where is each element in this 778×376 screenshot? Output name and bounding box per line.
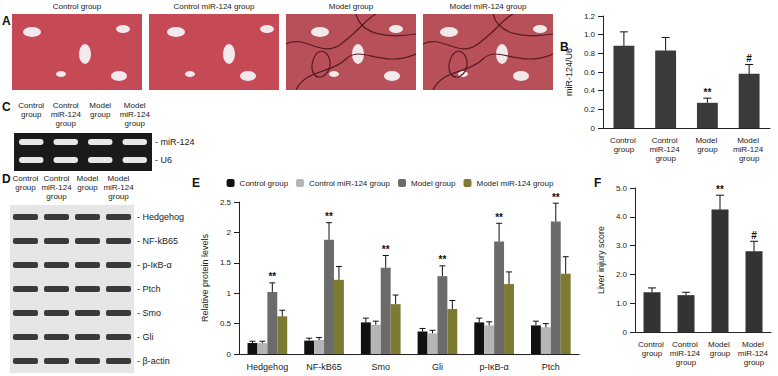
svg-text:3.0: 3.0 <box>616 241 628 250</box>
svg-text:group: group <box>697 145 718 154</box>
html-text:Control miR-124 group: Control miR-124 group <box>50 101 81 128</box>
svg-text:Control: Control <box>672 340 700 349</box>
html-text:Control group: Control group <box>52 2 102 11</box>
svg-text:0.4: 0.4 <box>584 86 596 95</box>
html-text:C: C <box>2 100 11 114</box>
svg-text:0.2: 0.2 <box>584 105 596 114</box>
html-text:B: B <box>560 40 569 54</box>
svg-text:Model group: Model group <box>411 179 456 188</box>
svg-text:**: ** <box>439 254 447 265</box>
svg-text:#: # <box>746 53 752 64</box>
svg-text:0: 0 <box>623 328 628 337</box>
svg-text:miR-124: miR-124 <box>649 145 681 154</box>
svg-text:Model miR-124 group: Model miR-124 group <box>476 179 553 188</box>
svg-text:Relative protein levels: Relative protein levels <box>200 233 210 322</box>
html-text:Model miR-124 group: Model miR-124 group <box>449 2 527 11</box>
svg-text:miR-124: miR-124 <box>738 349 770 358</box>
html-text:- Smo: - Smo <box>137 308 161 318</box>
html-text:- U6: - U6 <box>155 155 172 165</box>
svg-text:NF-kB65: NF-kB65 <box>306 362 342 372</box>
svg-text:0.5: 0.5 <box>220 319 232 328</box>
svg-text:1.0: 1.0 <box>616 299 628 308</box>
svg-text:group: group <box>710 349 731 358</box>
svg-text:miR-124: miR-124 <box>670 349 702 358</box>
svg-text:group: group <box>744 358 765 367</box>
svg-text:0.6: 0.6 <box>584 68 596 77</box>
svg-text:Control miR-124 group: Control miR-124 group <box>309 179 390 188</box>
html-text:Control miR-124 group: Control miR-124 group <box>173 2 255 11</box>
svg-text:Liver injury score: Liver injury score <box>596 226 606 294</box>
svg-text:0: 0 <box>591 124 596 133</box>
svg-text:1.0: 1.0 <box>584 30 596 39</box>
svg-text:0.8: 0.8 <box>584 49 596 58</box>
svg-text:**: ** <box>552 192 560 203</box>
svg-text:Control: Control <box>638 340 666 349</box>
svg-text:Control group: Control group <box>240 179 289 188</box>
html-text:Control group: Control group <box>18 101 45 119</box>
svg-text:**: ** <box>495 212 503 223</box>
html-text:E: E <box>192 176 200 190</box>
svg-text:group: group <box>642 349 663 358</box>
svg-text:5.0: 5.0 <box>616 184 628 193</box>
svg-text:1.2: 1.2 <box>584 12 596 21</box>
html-text:Model group: Model group <box>76 174 99 192</box>
svg-text:**: ** <box>268 271 276 282</box>
svg-text:Hedgehog: Hedgehog <box>247 362 289 372</box>
html-text:Model miR-124 group: Model miR-124 group <box>119 101 150 128</box>
html-text:- Hedgehog: - Hedgehog <box>137 212 184 222</box>
svg-text:p-IκB-α: p-IκB-α <box>480 362 509 372</box>
svg-text:group: group <box>739 154 760 163</box>
svg-text:group: group <box>676 358 697 367</box>
svg-text:2.0: 2.0 <box>616 270 628 279</box>
svg-text:Ptch: Ptch <box>542 362 560 372</box>
html-text:Model group: Model group <box>89 101 112 119</box>
svg-text:2: 2 <box>227 228 232 237</box>
svg-text:group: group <box>655 154 676 163</box>
svg-text:#: # <box>751 230 757 241</box>
html-text:A: A <box>2 14 11 28</box>
html-text:Model group: Model group <box>328 2 374 11</box>
svg-text:Model: Model <box>742 340 766 349</box>
svg-text:Gli: Gli <box>432 362 443 372</box>
svg-text:2.5: 2.5 <box>220 198 232 207</box>
svg-text:**: ** <box>716 184 724 195</box>
html-text:Model miR-124 group: Model miR-124 group <box>103 174 134 201</box>
svg-text:**: ** <box>703 87 711 98</box>
svg-text:**: ** <box>382 244 390 255</box>
html-text:DControl group: DControl group <box>2 172 39 192</box>
svg-text:Model: Model <box>737 136 761 145</box>
svg-text:Control: Control <box>652 136 680 145</box>
html-text:- β-actin: - β-actin <box>137 356 170 366</box>
html-text:- Ptch: - Ptch <box>137 284 161 294</box>
svg-text:1: 1 <box>227 289 232 298</box>
svg-text:Model: Model <box>695 136 719 145</box>
svg-text:miR-124: miR-124 <box>733 145 765 154</box>
html-text:- NF-kB65: - NF-kB65 <box>137 236 178 246</box>
svg-text:0: 0 <box>227 350 232 359</box>
svg-text:miR-124/U6: miR-124/U6 <box>564 48 574 96</box>
html-text:- miR-124: - miR-124 <box>155 137 195 147</box>
svg-text:4.0: 4.0 <box>616 212 628 221</box>
svg-text:Control: Control <box>610 136 638 145</box>
svg-text:**: ** <box>325 211 333 222</box>
html-text:F: F <box>594 176 602 190</box>
html-text:Control miR-124 group: Control miR-124 group <box>41 174 72 201</box>
svg-text:1.5: 1.5 <box>220 258 232 267</box>
html-text:- Gli: - Gli <box>137 332 154 342</box>
svg-text:Model: Model <box>708 340 732 349</box>
html-text:- p-IκB-α: - p-IκB-α <box>137 260 172 270</box>
svg-text:group: group <box>614 145 635 154</box>
svg-text:Smo: Smo <box>371 362 390 372</box>
